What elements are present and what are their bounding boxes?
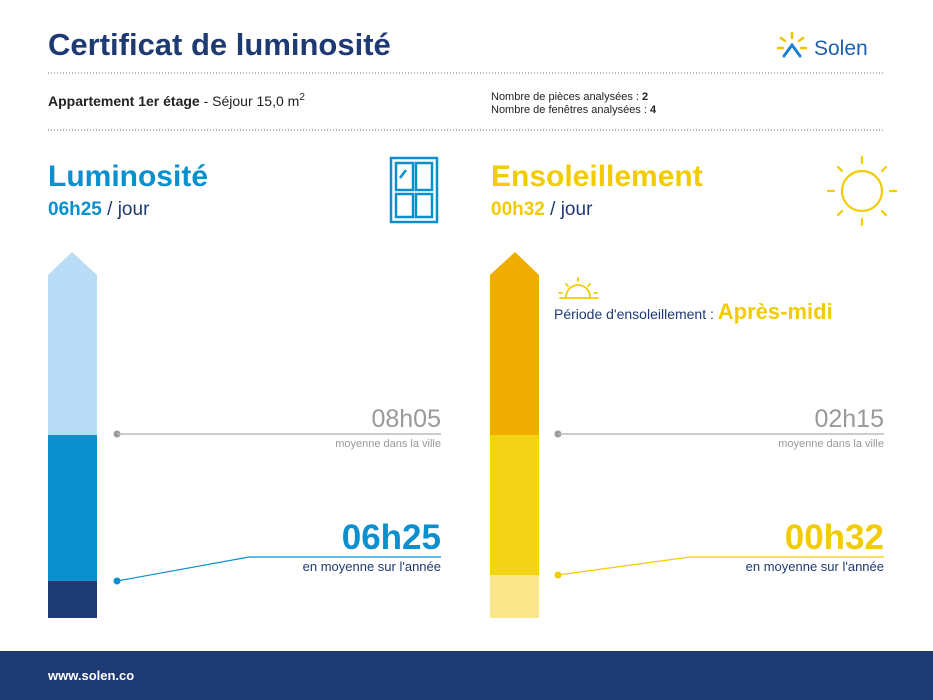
rooms-label: Nombre de pièces analysées : [491, 91, 639, 103]
bar-segment [490, 435, 539, 575]
connector [557, 556, 884, 576]
year-value: 06h25 [342, 518, 441, 557]
daily-value: 00h32 / jour [491, 199, 593, 220]
bar-segment [48, 435, 97, 581]
period-label: Période d'ensoleillement : [554, 306, 714, 322]
section-title: Luminosité [48, 160, 208, 193]
bar-segment [48, 581, 97, 618]
daily-unit: / jour [550, 199, 593, 220]
sunset-icon [558, 277, 599, 299]
city-value: 02h15 [814, 405, 884, 433]
windows-value: 4 [650, 104, 657, 116]
period-value: Après-midi [718, 299, 833, 324]
rooms-value: 2 [642, 91, 648, 103]
title: Certificat de luminosité [48, 27, 391, 62]
logo-icon [776, 31, 808, 58]
apartment-info: Appartement 1er étage - Séjour 15,0 m2 [48, 92, 305, 109]
brand: Solen [814, 37, 868, 60]
bar-segment [48, 252, 97, 435]
daily-value: 06h25 / jour [48, 199, 150, 220]
window-icon [389, 156, 439, 224]
city-value: 08h05 [371, 405, 441, 433]
bar-segment [490, 575, 539, 618]
year-value: 00h32 [785, 518, 884, 557]
city-label: moyenne dans la ville [335, 438, 441, 450]
bar-segment [490, 252, 539, 435]
footer [0, 651, 933, 700]
daily-unit: / jour [107, 199, 150, 220]
apartment: Appartement 1er étage [48, 93, 200, 109]
section-title: Ensoleillement [491, 160, 703, 193]
daily: 00h32 [491, 199, 545, 220]
daily: 06h25 [48, 199, 102, 220]
rooms-count: Nombre de pièces analysées : 2 [491, 91, 648, 103]
windows-count: Nombre de fenêtres analysées : 4 [491, 104, 657, 116]
footer-url[interactable]: www.solen.co [47, 668, 134, 683]
sun-period: Période d'ensoleillement : Après-midi [554, 299, 833, 324]
connector [116, 556, 441, 582]
sun-icon [826, 155, 898, 227]
room-exponent: 2 [299, 92, 305, 103]
windows-label: Nombre de fenêtres analysées : [491, 104, 647, 116]
room: - Séjour 15,0 m [204, 93, 300, 109]
city-label: moyenne dans la ville [778, 438, 884, 450]
year-label: en moyenne sur l'année [303, 559, 441, 574]
year-label: en moyenne sur l'année [746, 559, 884, 574]
